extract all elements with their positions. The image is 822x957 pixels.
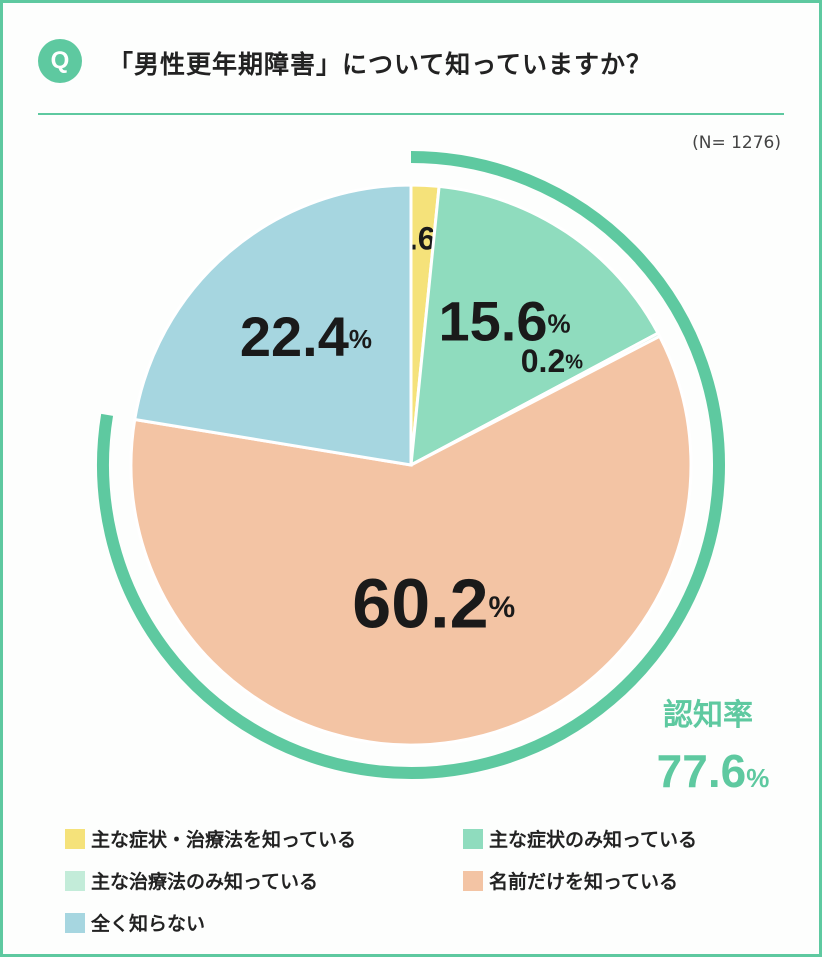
legend-swatch (65, 870, 85, 891)
sample-size: (N= 1276) (692, 133, 781, 153)
q-badge: Q (38, 39, 82, 83)
legend-label: 全く知らない (91, 913, 206, 935)
percent-sign: % (547, 308, 570, 338)
legend-label: 主な治療法のみ知っている (91, 871, 319, 893)
legend-swatch (463, 828, 483, 849)
legend-swatch (463, 870, 483, 891)
data-label: 60.2% (352, 564, 515, 642)
question-header: Q 「男性更年期障害」について知っていますか？ (38, 33, 784, 93)
pie-slice (129, 334, 693, 747)
awareness-value: 77.6% (657, 745, 770, 797)
legend-label: 主な症状・治療法を知っている (91, 829, 357, 851)
pie-slice (409, 184, 661, 468)
awareness-percent-sign: % (746, 763, 769, 793)
legend-label: 主な症状のみ知っている (489, 829, 698, 851)
title-divider (38, 113, 784, 115)
percent-sign: % (349, 324, 372, 354)
percent-sign: % (489, 591, 516, 624)
chart-title: 「男性更年期障害」について知っていますか？ (108, 50, 653, 79)
legend-item: 主な症状のみ知っている (463, 825, 697, 852)
awareness-label: 認知率 (663, 698, 753, 733)
legend-item: 主な症状・治療法を知っている (65, 825, 356, 852)
pie-slice (133, 183, 413, 467)
legend-swatch (65, 828, 85, 849)
legend-item: 名前だけを知っている (463, 867, 678, 894)
awareness-ring (97, 151, 725, 779)
legend-item: 全く知らない (65, 909, 205, 936)
legend-label: 名前だけを知っている (489, 871, 679, 893)
percent-sign: % (565, 352, 583, 374)
legend-swatch (65, 912, 85, 933)
legend-item: 主な治療法のみ知っている (65, 867, 318, 894)
